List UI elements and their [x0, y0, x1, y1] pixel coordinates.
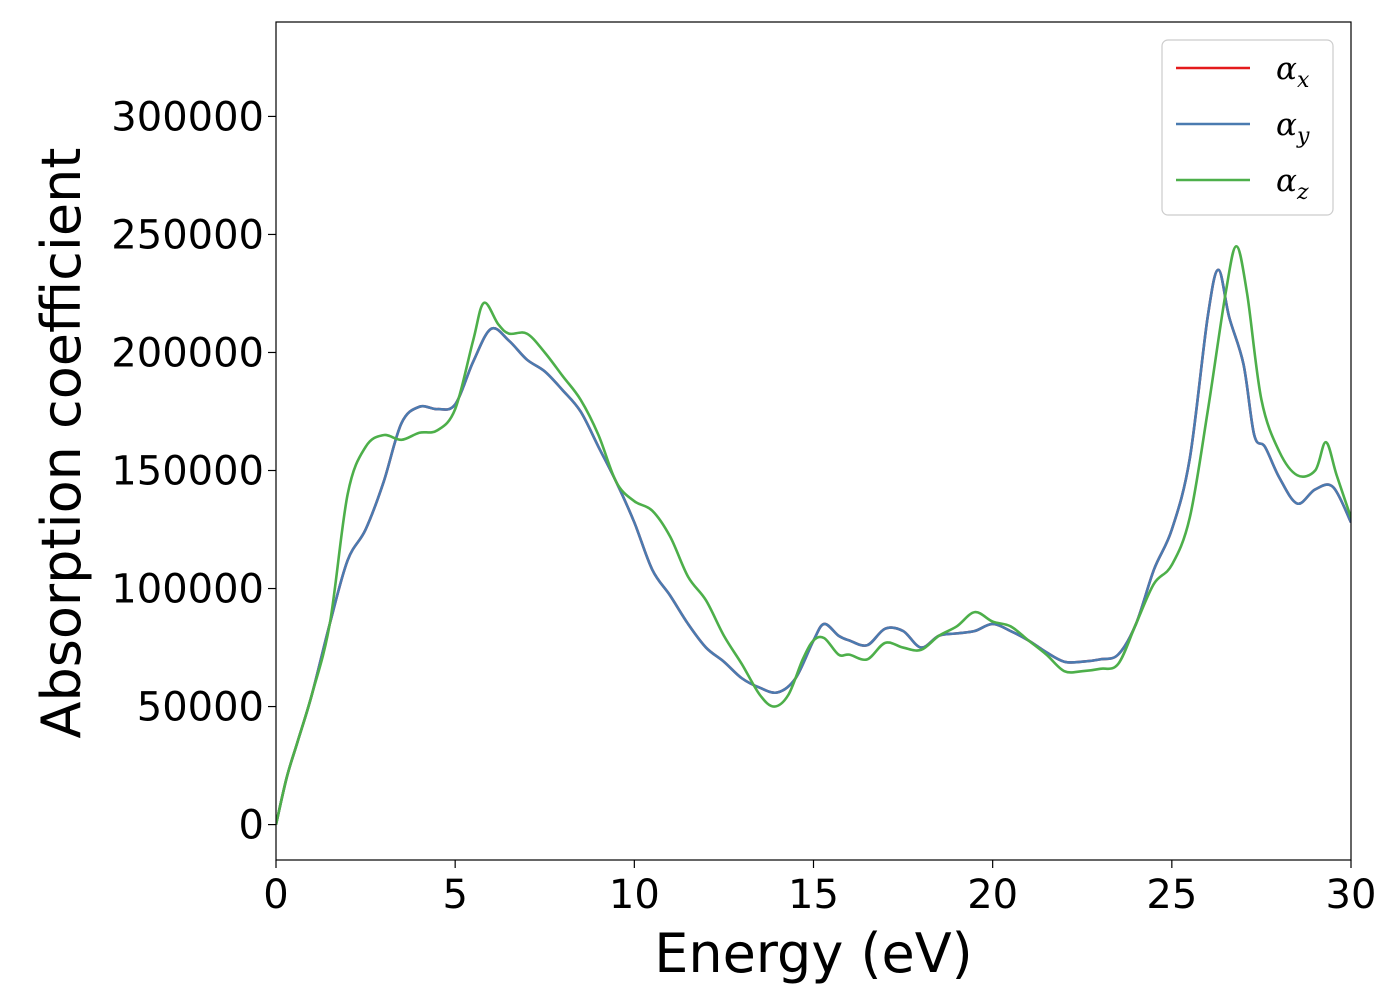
x-tick-label: 0	[263, 872, 288, 918]
y-axis: 0 50000 100000 150000 200000 250000 300000	[111, 94, 276, 849]
y-tick-label: 200000	[111, 330, 264, 376]
series-layer	[276, 244, 1351, 825]
series-line-x	[276, 268, 1351, 825]
y-axis-label: Absorption coefficient	[30, 148, 93, 739]
legend-label-y: αy	[1276, 107, 1310, 149]
y-tick-label: 300000	[111, 94, 264, 140]
legend-box	[1161, 39, 1334, 216]
x-tick-label: 5	[442, 872, 467, 918]
x-tick-label: 30	[1326, 872, 1377, 918]
x-tick-label: 20	[967, 872, 1018, 918]
series-line-z	[276, 244, 1351, 825]
x-axis: 0 5 10 15 20 25 30	[263, 860, 1376, 918]
y-tick-label: 50000	[137, 685, 264, 731]
x-tick-label: 25	[1146, 872, 1197, 918]
legend: αx αy αz	[1161, 39, 1334, 216]
x-tick-label: 10	[609, 872, 660, 918]
legend-label-x: αx	[1276, 51, 1310, 93]
series-line-y	[276, 268, 1351, 825]
y-tick-label: 150000	[111, 449, 264, 495]
y-tick-label: 250000	[111, 212, 264, 258]
x-axis-label: Energy (eV)	[654, 922, 973, 985]
y-tick-label: 0	[239, 803, 264, 849]
legend-label-z: αz	[1276, 163, 1309, 205]
y-tick-label: 100000	[111, 567, 264, 613]
x-tick-label: 15	[788, 872, 839, 918]
